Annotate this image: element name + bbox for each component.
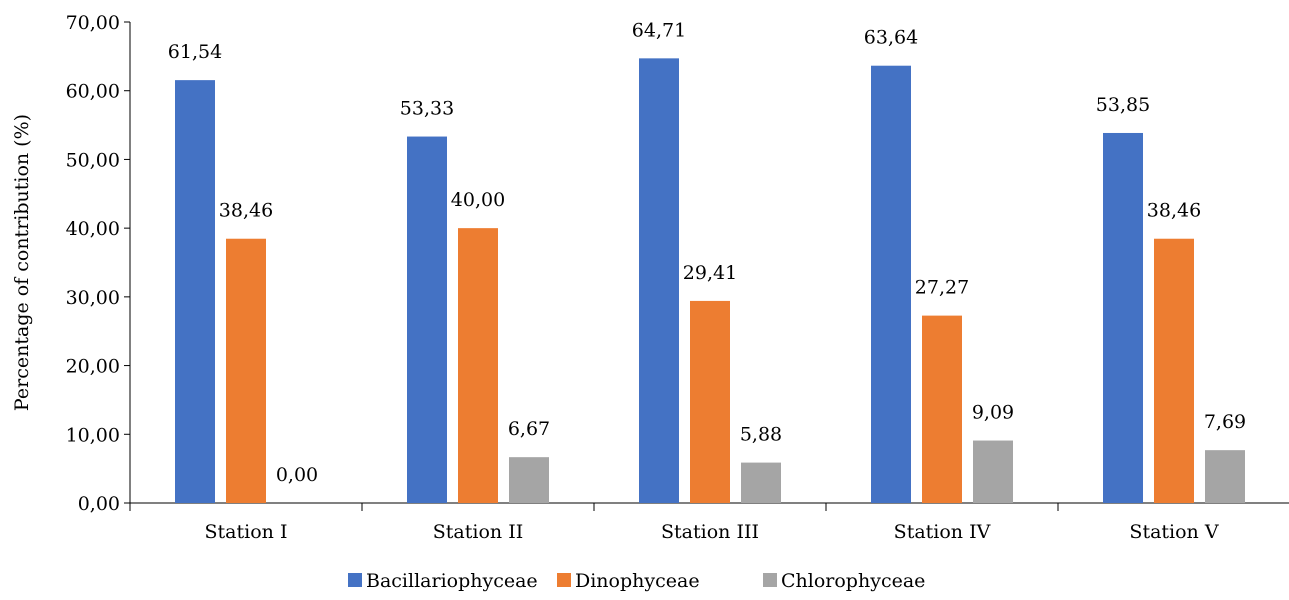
data-label: 7,69: [1204, 411, 1246, 433]
y-axis-title: Percentage of contribution (%): [11, 114, 33, 411]
bar-chlorophyceae-3: [741, 462, 781, 503]
legend-swatch: [763, 573, 777, 587]
data-label: 5,88: [740, 424, 782, 446]
bar-bacillariophyceae-3: [639, 58, 679, 504]
bar-chlorophyceae-5: [1205, 450, 1245, 503]
bar-dinophyceae-5: [1154, 238, 1194, 503]
data-label: 63,64: [864, 27, 918, 49]
legend-label: Bacillariophyceae: [366, 570, 538, 592]
y-tick-label: 50,00: [66, 149, 120, 171]
data-label: 53,33: [400, 98, 454, 120]
legend-label: Chlorophyceae: [781, 570, 925, 592]
data-label: 40,00: [451, 189, 505, 211]
bar-chlorophyceae-4: [973, 440, 1013, 503]
bar-bacillariophyceae-5: [1103, 132, 1143, 503]
y-tick-label: 10,00: [66, 424, 120, 446]
x-tick-label: Station V: [1129, 521, 1218, 543]
data-label: 9,09: [972, 402, 1014, 424]
data-label: 6,67: [508, 418, 550, 440]
data-label: 27,27: [915, 277, 969, 299]
x-tick-label: Station I: [205, 521, 288, 543]
y-tick-label: 60,00: [66, 81, 120, 103]
bar-dinophyceae-2: [458, 228, 498, 503]
data-label: 38,46: [1147, 200, 1201, 222]
y-tick-label: 70,00: [66, 12, 120, 34]
data-label: 61,54: [168, 41, 222, 63]
data-label: 64,71: [632, 19, 686, 41]
x-tick-label: Station III: [661, 521, 759, 543]
legend-swatch: [557, 573, 571, 587]
legend: Bacillariophyceae Dinophyceae Chlorophycea…: [348, 570, 925, 592]
bars: [175, 58, 1245, 504]
y-tick-label: 20,00: [66, 356, 120, 378]
x-tick-label: Station IV: [894, 521, 991, 543]
data-label: 0,00: [276, 464, 318, 486]
bar-bacillariophyceae-2: [407, 136, 447, 504]
x-tick-label: Station II: [433, 521, 523, 543]
y-axis: 0,00 10,00 20,00 30,00 40,00 50,00 60,00 70,00: [66, 12, 131, 515]
bar-dinophyceae-3: [690, 300, 730, 503]
y-tick-label: 40,00: [66, 218, 120, 240]
legend-label: Dinophyceae: [575, 570, 700, 592]
y-tick-label: 0,00: [78, 493, 120, 515]
data-labels: 61,54 38,46 0,00 53,33 40,00 6,67 64,71 29,41 5,…: [168, 19, 1246, 486]
x-axis: Station I Station II Station III Station IV…: [129, 502, 1289, 543]
data-label: 29,41: [683, 262, 737, 284]
bar-dinophyceae-4: [922, 315, 962, 503]
y-tick-label: 30,00: [66, 287, 120, 309]
bar-chlorophyceae-2: [509, 457, 549, 503]
bar-bacillariophyceae-1: [175, 80, 215, 503]
bar-bacillariophyceae-4: [871, 65, 911, 504]
data-label: 53,85: [1096, 94, 1150, 116]
legend-swatch: [348, 573, 362, 587]
data-label: 38,46: [219, 200, 273, 222]
bar-dinophyceae-1: [226, 238, 266, 503]
